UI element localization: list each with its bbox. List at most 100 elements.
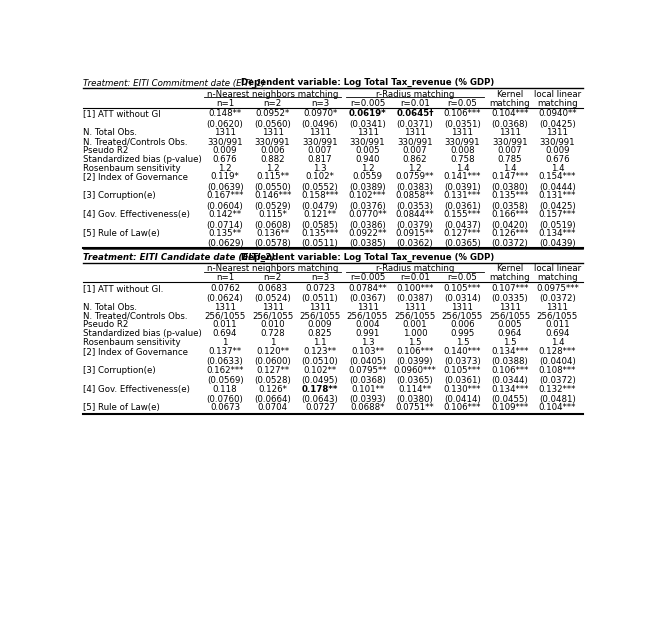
Text: 0.141***: 0.141***	[444, 173, 481, 181]
Text: (0.0620): (0.0620)	[207, 119, 244, 129]
Text: (0.0569): (0.0569)	[207, 376, 243, 385]
Text: 1311: 1311	[309, 303, 331, 312]
Text: (0.0560): (0.0560)	[254, 119, 291, 129]
Text: 0.005: 0.005	[498, 320, 522, 329]
Text: Standardized bias (p-value): Standardized bias (p-value)	[83, 155, 202, 164]
Text: 1.3: 1.3	[313, 164, 327, 173]
Text: (0.0414): (0.0414)	[444, 395, 481, 404]
Text: 0.009: 0.009	[213, 146, 237, 155]
Text: 1: 1	[222, 338, 228, 347]
Text: 0.0645†: 0.0645†	[396, 109, 434, 118]
Text: 0.001: 0.001	[402, 320, 427, 329]
Text: n-Nearest neighbors matching: n-Nearest neighbors matching	[207, 90, 338, 99]
Text: 256/1055: 256/1055	[489, 312, 530, 320]
Text: 0.132***: 0.132***	[539, 385, 576, 394]
Text: Treatment: EITI Commitment date (EITI_1): Treatment: EITI Commitment date (EITI_1)	[83, 78, 265, 87]
Text: 1311: 1311	[452, 303, 473, 312]
Text: 0.135**: 0.135**	[209, 229, 242, 238]
Text: (0.0629): (0.0629)	[207, 240, 243, 248]
Text: 0.126***: 0.126***	[491, 229, 528, 238]
Text: (0.0383): (0.0383)	[396, 183, 434, 192]
Text: [1] ATT without GI: [1] ATT without GI	[83, 109, 161, 118]
Text: 0.785: 0.785	[498, 155, 522, 164]
Text: Rosenbaum sensitivity: Rosenbaum sensitivity	[83, 338, 181, 347]
Text: 0.102*: 0.102*	[306, 173, 335, 181]
Text: 0.106***: 0.106***	[444, 403, 481, 413]
Text: (0.0479): (0.0479)	[302, 202, 339, 210]
Text: 0.728: 0.728	[260, 329, 285, 338]
Text: n=2: n=2	[263, 99, 281, 108]
Text: 0.940: 0.940	[356, 155, 380, 164]
Text: (0.0714): (0.0714)	[207, 221, 244, 229]
Text: 0.131***: 0.131***	[539, 191, 576, 200]
Text: 0.178**: 0.178**	[302, 385, 338, 394]
Text: 0.106***: 0.106***	[491, 366, 528, 375]
Text: 0.136**: 0.136**	[256, 229, 289, 238]
Text: 1311: 1311	[261, 303, 283, 312]
Text: r=0.01: r=0.01	[400, 274, 430, 283]
Text: 1.2: 1.2	[408, 164, 422, 173]
Text: 0.120**: 0.120**	[256, 347, 289, 356]
Text: 0.118: 0.118	[213, 385, 237, 394]
Text: 0.825: 0.825	[307, 329, 332, 338]
Text: (0.0405): (0.0405)	[349, 357, 386, 367]
Text: (0.0529): (0.0529)	[254, 202, 291, 210]
Text: (0.0362): (0.0362)	[396, 240, 434, 248]
Text: (0.0365): (0.0365)	[444, 240, 481, 248]
Text: (0.0376): (0.0376)	[349, 202, 386, 210]
Text: (0.0639): (0.0639)	[207, 183, 243, 192]
Text: n=3: n=3	[311, 99, 329, 108]
Text: 1: 1	[270, 338, 276, 347]
Text: 0.0704: 0.0704	[257, 403, 288, 413]
Text: 0.166***: 0.166***	[491, 210, 528, 219]
Text: 0.101**: 0.101**	[351, 385, 384, 394]
Text: [3] Corruption(e): [3] Corruption(e)	[83, 366, 155, 375]
Text: Pseudo R2: Pseudo R2	[83, 320, 128, 329]
Text: (0.0368): (0.0368)	[349, 376, 386, 385]
Text: 0.142**: 0.142**	[209, 210, 242, 219]
Text: 0.010: 0.010	[260, 320, 285, 329]
Text: (0.0511): (0.0511)	[302, 240, 339, 248]
Text: 0.130***: 0.130***	[444, 385, 481, 394]
Text: 0.0770**: 0.0770**	[348, 210, 387, 219]
Text: (0.0420): (0.0420)	[491, 221, 528, 229]
Text: matching: matching	[537, 274, 578, 283]
Text: 0.140***: 0.140***	[444, 347, 481, 356]
Text: 0.009: 0.009	[308, 320, 332, 329]
Text: (0.0425): (0.0425)	[539, 119, 576, 129]
Text: 256/1055: 256/1055	[537, 312, 578, 320]
Text: (0.0608): (0.0608)	[254, 221, 291, 229]
Text: Kernel: Kernel	[497, 90, 523, 99]
Text: 1311: 1311	[261, 128, 283, 137]
Text: 1311: 1311	[499, 303, 521, 312]
Text: 0.121**: 0.121**	[304, 210, 337, 219]
Text: [1] ATT without GI.: [1] ATT without GI.	[83, 284, 163, 293]
Text: N. Total Obs.: N. Total Obs.	[83, 303, 136, 312]
Text: 330/991: 330/991	[445, 137, 480, 146]
Text: Standardized bias (p-value): Standardized bias (p-value)	[83, 329, 202, 338]
Text: (0.0380): (0.0380)	[491, 183, 528, 192]
Text: 0.127**: 0.127**	[256, 366, 289, 375]
Text: 0.106***: 0.106***	[396, 347, 434, 356]
Text: n=3: n=3	[311, 274, 329, 283]
Text: (0.0385): (0.0385)	[349, 240, 386, 248]
Text: 0.991: 0.991	[356, 329, 380, 338]
Text: 0.128***: 0.128***	[539, 347, 576, 356]
Text: 0.106***: 0.106***	[444, 109, 481, 118]
Text: 0.964: 0.964	[498, 329, 522, 338]
Text: (0.0633): (0.0633)	[207, 357, 244, 367]
Text: 0.676: 0.676	[545, 155, 569, 164]
Text: 0.155***: 0.155***	[444, 210, 481, 219]
Text: 0.0940**: 0.0940**	[538, 109, 577, 118]
Text: 330/991: 330/991	[207, 137, 243, 146]
Text: 0.995: 0.995	[450, 329, 474, 338]
Text: (0.0351): (0.0351)	[444, 119, 481, 129]
Text: 0.0727: 0.0727	[305, 403, 335, 413]
Text: (0.0455): (0.0455)	[491, 395, 528, 404]
Text: (0.0365): (0.0365)	[396, 376, 434, 385]
Text: Dependent variable: Log Total Tax_revenue (% GDP): Dependent variable: Log Total Tax_revenu…	[241, 253, 494, 262]
Text: matching: matching	[489, 274, 530, 283]
Text: Treatment: EITI Candidate date (EITI_2): Treatment: EITI Candidate date (EITI_2)	[83, 253, 275, 262]
Text: [2] Index of Governance: [2] Index of Governance	[83, 347, 188, 356]
Text: N. Treated/Controls Obs.: N. Treated/Controls Obs.	[83, 137, 187, 146]
